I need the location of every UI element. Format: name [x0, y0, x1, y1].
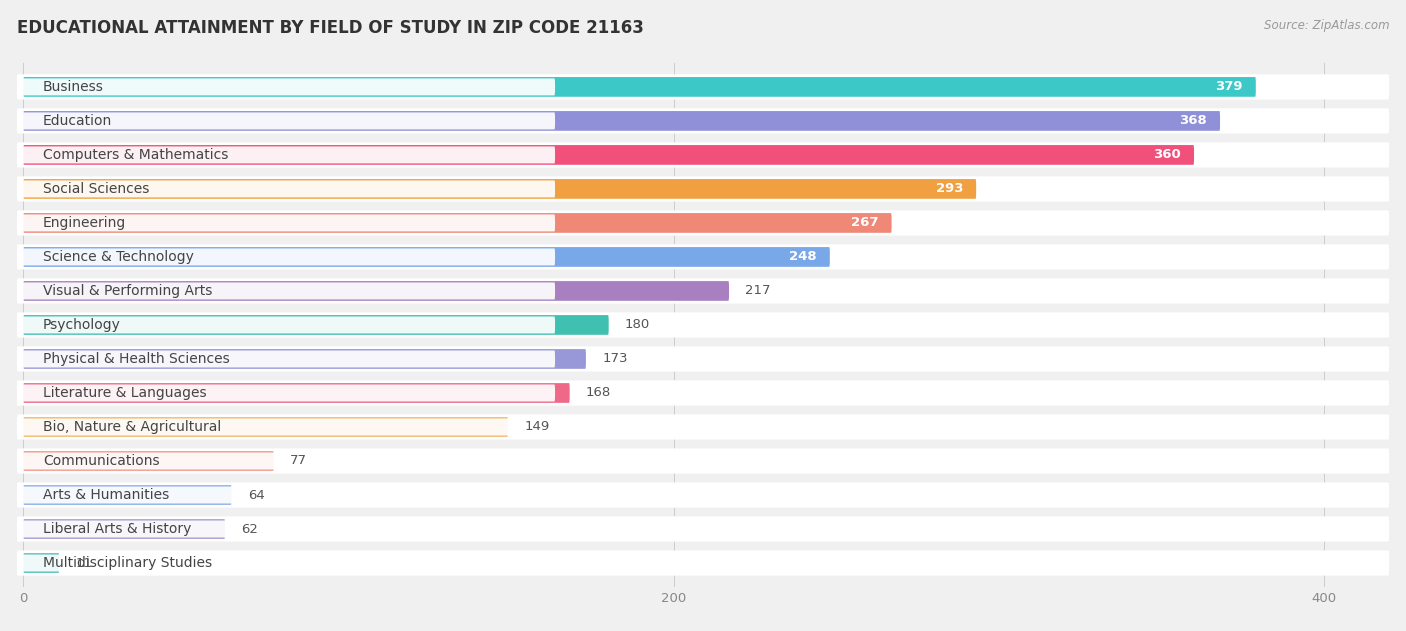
FancyBboxPatch shape — [24, 553, 59, 573]
FancyBboxPatch shape — [17, 244, 1389, 269]
FancyBboxPatch shape — [24, 519, 225, 539]
Text: Psychology: Psychology — [44, 318, 121, 332]
Text: 360: 360 — [1153, 148, 1181, 162]
FancyBboxPatch shape — [24, 213, 891, 233]
Text: Social Sciences: Social Sciences — [44, 182, 149, 196]
FancyBboxPatch shape — [17, 550, 1389, 575]
FancyBboxPatch shape — [17, 176, 1389, 201]
Text: Science & Technology: Science & Technology — [44, 250, 194, 264]
FancyBboxPatch shape — [18, 317, 555, 333]
Text: Communications: Communications — [44, 454, 159, 468]
Text: Bio, Nature & Agricultural: Bio, Nature & Agricultural — [44, 420, 221, 434]
Text: 379: 379 — [1215, 80, 1243, 93]
FancyBboxPatch shape — [24, 451, 274, 471]
FancyBboxPatch shape — [24, 77, 1256, 97]
Text: 168: 168 — [586, 386, 612, 399]
FancyBboxPatch shape — [18, 112, 555, 129]
FancyBboxPatch shape — [17, 449, 1389, 474]
Text: Source: ZipAtlas.com: Source: ZipAtlas.com — [1264, 19, 1389, 32]
Text: 267: 267 — [851, 216, 879, 230]
FancyBboxPatch shape — [17, 346, 1389, 372]
Text: 293: 293 — [935, 182, 963, 196]
FancyBboxPatch shape — [17, 312, 1389, 338]
FancyBboxPatch shape — [18, 521, 555, 538]
Text: 11: 11 — [76, 557, 93, 570]
Text: 149: 149 — [524, 420, 550, 433]
Text: 217: 217 — [745, 285, 770, 297]
Text: 368: 368 — [1180, 114, 1206, 127]
Text: 180: 180 — [624, 319, 650, 331]
Text: Arts & Humanities: Arts & Humanities — [44, 488, 169, 502]
FancyBboxPatch shape — [24, 281, 730, 301]
Text: Visual & Performing Arts: Visual & Performing Arts — [44, 284, 212, 298]
FancyBboxPatch shape — [18, 487, 555, 504]
FancyBboxPatch shape — [18, 215, 555, 232]
FancyBboxPatch shape — [24, 145, 1194, 165]
FancyBboxPatch shape — [18, 452, 555, 469]
FancyBboxPatch shape — [18, 555, 555, 572]
FancyBboxPatch shape — [17, 74, 1389, 100]
Text: 248: 248 — [789, 251, 817, 264]
Text: EDUCATIONAL ATTAINMENT BY FIELD OF STUDY IN ZIP CODE 21163: EDUCATIONAL ATTAINMENT BY FIELD OF STUDY… — [17, 19, 644, 37]
Text: 77: 77 — [290, 454, 307, 468]
FancyBboxPatch shape — [18, 249, 555, 266]
FancyBboxPatch shape — [18, 350, 555, 367]
Text: Engineering: Engineering — [44, 216, 127, 230]
FancyBboxPatch shape — [24, 179, 976, 199]
FancyBboxPatch shape — [17, 143, 1389, 167]
Text: Computers & Mathematics: Computers & Mathematics — [44, 148, 228, 162]
FancyBboxPatch shape — [18, 418, 555, 435]
FancyBboxPatch shape — [24, 383, 569, 403]
FancyBboxPatch shape — [24, 315, 609, 335]
FancyBboxPatch shape — [18, 180, 555, 198]
FancyBboxPatch shape — [18, 384, 555, 401]
FancyBboxPatch shape — [17, 109, 1389, 134]
Text: Physical & Health Sciences: Physical & Health Sciences — [44, 352, 229, 366]
FancyBboxPatch shape — [24, 247, 830, 267]
Text: 64: 64 — [247, 488, 264, 502]
FancyBboxPatch shape — [17, 278, 1389, 304]
Text: Education: Education — [44, 114, 112, 128]
FancyBboxPatch shape — [24, 485, 232, 505]
FancyBboxPatch shape — [17, 415, 1389, 440]
Text: Literature & Languages: Literature & Languages — [44, 386, 207, 400]
FancyBboxPatch shape — [17, 483, 1389, 507]
FancyBboxPatch shape — [17, 516, 1389, 541]
Text: Liberal Arts & History: Liberal Arts & History — [44, 522, 191, 536]
FancyBboxPatch shape — [24, 417, 508, 437]
FancyBboxPatch shape — [17, 380, 1389, 406]
Text: 173: 173 — [602, 353, 627, 365]
FancyBboxPatch shape — [18, 146, 555, 163]
FancyBboxPatch shape — [17, 210, 1389, 235]
Text: Multidisciplinary Studies: Multidisciplinary Studies — [44, 556, 212, 570]
Text: Business: Business — [44, 80, 104, 94]
Text: 62: 62 — [242, 522, 259, 536]
FancyBboxPatch shape — [24, 349, 586, 369]
FancyBboxPatch shape — [18, 78, 555, 95]
FancyBboxPatch shape — [18, 283, 555, 300]
FancyBboxPatch shape — [24, 111, 1220, 131]
